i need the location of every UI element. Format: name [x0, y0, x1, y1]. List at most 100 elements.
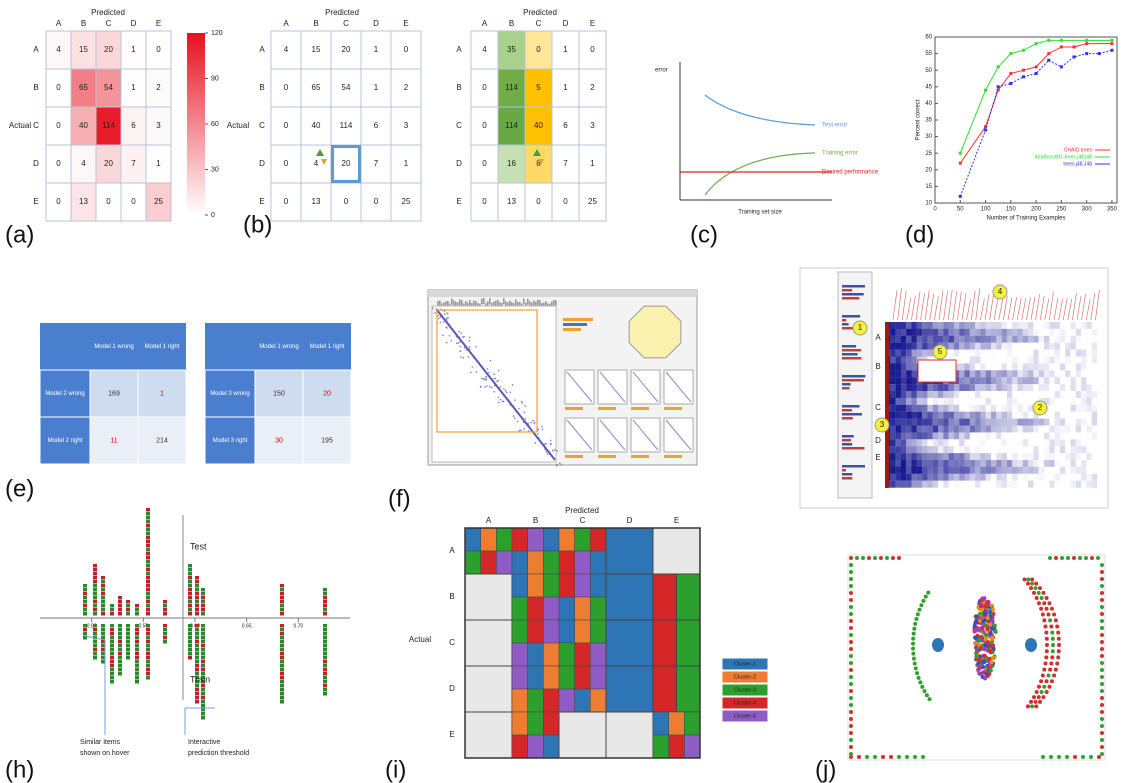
heat-cell [1012, 405, 1017, 412]
item-square [146, 640, 150, 644]
heat-cell [1023, 363, 1028, 370]
item-square [93, 648, 97, 652]
point-marker [1047, 39, 1050, 42]
heat-cell [922, 439, 927, 446]
point-marker [997, 85, 1000, 88]
heat-cell [1039, 419, 1044, 426]
heat-cell [933, 412, 938, 419]
heat-cell [1033, 329, 1038, 336]
heat-cell [1018, 432, 1023, 439]
heat-cell [954, 391, 959, 398]
cell-value: 1 [563, 83, 568, 92]
heat-cell [917, 474, 922, 481]
heat-cell [1076, 343, 1081, 350]
heat-cell [991, 405, 996, 412]
heat-cell [1033, 370, 1038, 377]
point [913, 622, 917, 626]
heat-cell [938, 412, 943, 419]
heat-cell [1076, 370, 1081, 377]
empty-cell [653, 528, 700, 574]
point-marker [1022, 69, 1025, 72]
point [1051, 637, 1055, 641]
scatter-dot [460, 332, 462, 334]
heat-cell [954, 412, 959, 419]
row-label: E [875, 453, 880, 462]
point [913, 755, 917, 759]
point [897, 755, 901, 759]
table-value: 20 [323, 390, 331, 397]
mini-bar [842, 473, 852, 476]
heat-cell [896, 384, 901, 391]
heat-cell [975, 398, 980, 405]
column-label: E [156, 19, 161, 28]
item-square [280, 696, 284, 700]
point [984, 633, 988, 637]
point [849, 570, 853, 574]
empty-cell [465, 666, 512, 712]
point [1034, 586, 1038, 590]
heat-cell [996, 377, 1001, 384]
point [1026, 704, 1030, 708]
mini-bar [842, 409, 852, 412]
item-square [146, 628, 150, 632]
legend-label: Cluster-3 [734, 687, 756, 693]
cluster-block [669, 735, 685, 758]
cluster-block [496, 528, 512, 551]
heat-cell [1076, 439, 1081, 446]
heat-cell [980, 377, 985, 384]
point [977, 627, 981, 631]
heat-cell [901, 343, 906, 350]
heat-cell [965, 336, 970, 343]
point [849, 731, 853, 735]
cluster-block [559, 574, 575, 597]
point [1044, 624, 1048, 628]
cluster-block [559, 666, 575, 689]
heat-cell [1044, 419, 1049, 426]
column-label: A [486, 516, 492, 525]
heat-cell [1060, 363, 1065, 370]
heat-cell [959, 419, 964, 426]
heat-cell [912, 384, 917, 391]
heat-cell [938, 322, 943, 329]
heat-cell [1012, 350, 1017, 357]
legend-label: AdaBoostM1-trees.j48.j48 [1034, 154, 1092, 160]
histogram-bar [523, 298, 525, 304]
heat-cell [986, 446, 991, 453]
heat-cell [965, 474, 970, 481]
item-square [135, 636, 139, 640]
cell-value: 15 [312, 45, 321, 54]
item-square [118, 664, 122, 668]
item-square [201, 708, 205, 712]
item-square [126, 624, 130, 628]
plot-frame [935, 37, 1117, 203]
heat-cell [996, 357, 1001, 364]
matrix-title: Predicted [325, 8, 359, 17]
item-square [201, 656, 205, 660]
item-square [323, 688, 327, 692]
heat-cell [1012, 446, 1017, 453]
heat-cell [1065, 343, 1070, 350]
heat-cell [1012, 370, 1017, 377]
heat-cell [986, 363, 991, 370]
heat-cell [965, 357, 970, 364]
heat-cell [991, 467, 996, 474]
heat-cell [949, 432, 954, 439]
heat-cell [917, 384, 922, 391]
point [1023, 578, 1027, 582]
point [1040, 596, 1044, 600]
cluster-block [677, 620, 701, 666]
cluster-block [512, 551, 528, 574]
point [1049, 755, 1053, 759]
heat-cell [922, 384, 927, 391]
item-square [188, 576, 192, 580]
heat-cell [933, 467, 938, 474]
column-label: B [81, 19, 86, 28]
scatter-dot [469, 337, 471, 339]
heat-cell [1012, 391, 1017, 398]
heat-cell [922, 474, 927, 481]
heat-cell [949, 343, 954, 350]
heat-cell [986, 405, 991, 412]
column-header: Model 1 right [310, 344, 345, 350]
heat-cell [896, 432, 901, 439]
heat-cell [890, 384, 895, 391]
